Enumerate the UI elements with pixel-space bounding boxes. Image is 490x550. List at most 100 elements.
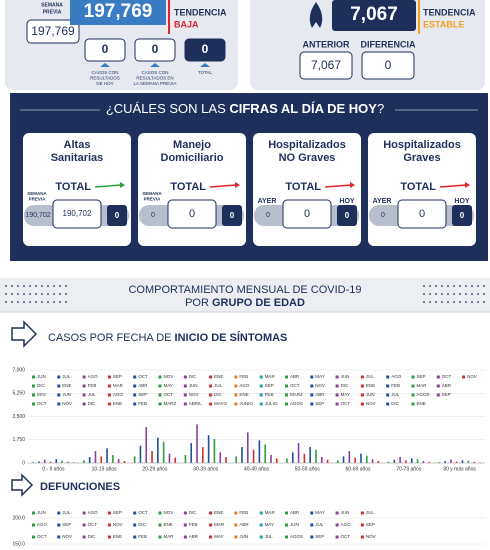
legend-swatch (310, 535, 314, 539)
legend-swatch (285, 402, 288, 406)
trend-arrow-head (350, 182, 355, 188)
dot (23, 293, 25, 295)
chart: 200.0 150.0 JUN JUL AGO SEP OCT NOV DIC ENE FEB MAR… (12, 510, 485, 547)
legend-swatch (234, 402, 238, 406)
bar (291, 452, 294, 463)
legend-swatch (259, 402, 263, 406)
legend-label: FEB (391, 383, 400, 388)
legend-swatch (209, 535, 213, 539)
dot (477, 285, 479, 287)
dot (471, 285, 473, 287)
legend-label: MAY (315, 374, 324, 379)
legend-swatch (285, 384, 288, 388)
text: DE HOY (96, 81, 113, 86)
legend-label: JUN (62, 392, 71, 397)
trend-arrow (209, 184, 237, 188)
legend-label: MAY (214, 534, 223, 539)
legend-swatch (310, 523, 314, 527)
legend-label: OCT (37, 401, 47, 406)
dot (41, 301, 43, 303)
text: 0 (151, 212, 155, 219)
dot (423, 301, 425, 303)
dot (459, 301, 461, 303)
legend-label: JUN (189, 383, 198, 388)
text: Altas (64, 139, 91, 151)
text: POR (185, 297, 212, 309)
legend-label: JUN (290, 522, 299, 527)
legend-swatch (259, 393, 263, 397)
legend-swatch (107, 375, 111, 379)
x-tick-label: 50-59 años (295, 466, 321, 472)
legend-label: DIC (88, 401, 97, 406)
legend-label: OCT (138, 374, 148, 379)
dot (5, 293, 7, 295)
dot (41, 285, 43, 287)
legend-label: NOV (62, 401, 72, 406)
y-tick-label: 0 (22, 460, 25, 466)
text: HOY (454, 198, 470, 205)
legend-swatch (32, 384, 35, 388)
legend-swatch (411, 375, 415, 379)
text: INICIO DE SÍNTOMAS (175, 331, 288, 344)
legend-swatch (32, 402, 35, 406)
legend-swatch (57, 511, 61, 515)
legend-swatch (335, 535, 339, 539)
bar (399, 457, 401, 463)
bar (461, 460, 464, 463)
band (0, 278, 490, 312)
text: TOTAL (285, 181, 321, 193)
legend-swatch (158, 375, 162, 379)
y-tick-label: 150.0 (12, 541, 25, 547)
text: PREVIA (144, 197, 162, 202)
legend-label: DIC (391, 401, 400, 406)
legend-label: ENE (164, 522, 173, 527)
legend-swatch (259, 511, 263, 515)
legend-label: JUL (315, 522, 323, 527)
text: Hospitalizados (383, 139, 461, 151)
legend-label: MAYO (214, 401, 227, 406)
legend-label: FEB (189, 522, 198, 527)
legend-swatch (360, 393, 364, 397)
dot (11, 293, 13, 295)
bar (106, 448, 108, 463)
legend-swatch (335, 523, 339, 527)
legend-label: ENE (417, 401, 426, 406)
bar (405, 460, 407, 463)
value: 7,067 (311, 58, 341, 72)
legend-label: SEP (366, 522, 375, 527)
dot (23, 285, 25, 287)
y-tick-label: 3,500 (12, 414, 25, 420)
dot (447, 293, 449, 295)
bar (354, 457, 356, 463)
legend-label: ENE (214, 374, 223, 379)
chart-title: DEFUNCIONES (40, 481, 120, 493)
legend-label: OCT (341, 401, 351, 406)
x-tick-label: 0 - 9 años (42, 466, 65, 472)
y-tick-label: 1,750 (12, 437, 25, 443)
bar (258, 440, 261, 463)
legend-swatch (285, 375, 288, 379)
legend-swatch (183, 393, 187, 397)
legend-label: FEB (88, 383, 97, 388)
text: 0 (266, 212, 270, 219)
bar (252, 449, 255, 463)
legend-swatch (360, 523, 364, 527)
dot (35, 285, 37, 287)
legend-swatch (209, 384, 213, 388)
legend-label: DIC (189, 374, 198, 379)
text: ? (377, 101, 384, 116)
dot (435, 285, 437, 287)
pointer (150, 63, 160, 67)
legend-label: SEP (315, 534, 324, 539)
box (332, 0, 416, 31)
text: 0 (345, 211, 350, 220)
y-tick-label: 5,250 (12, 391, 25, 397)
legend-swatch (133, 375, 137, 379)
legend-swatch (310, 402, 314, 406)
text: PREVIA (29, 197, 47, 202)
box (134, 38, 176, 62)
dot (59, 301, 61, 303)
text: CIFRAS AL DÍA DE HOY (229, 101, 377, 116)
value: 7,067 (350, 4, 398, 25)
